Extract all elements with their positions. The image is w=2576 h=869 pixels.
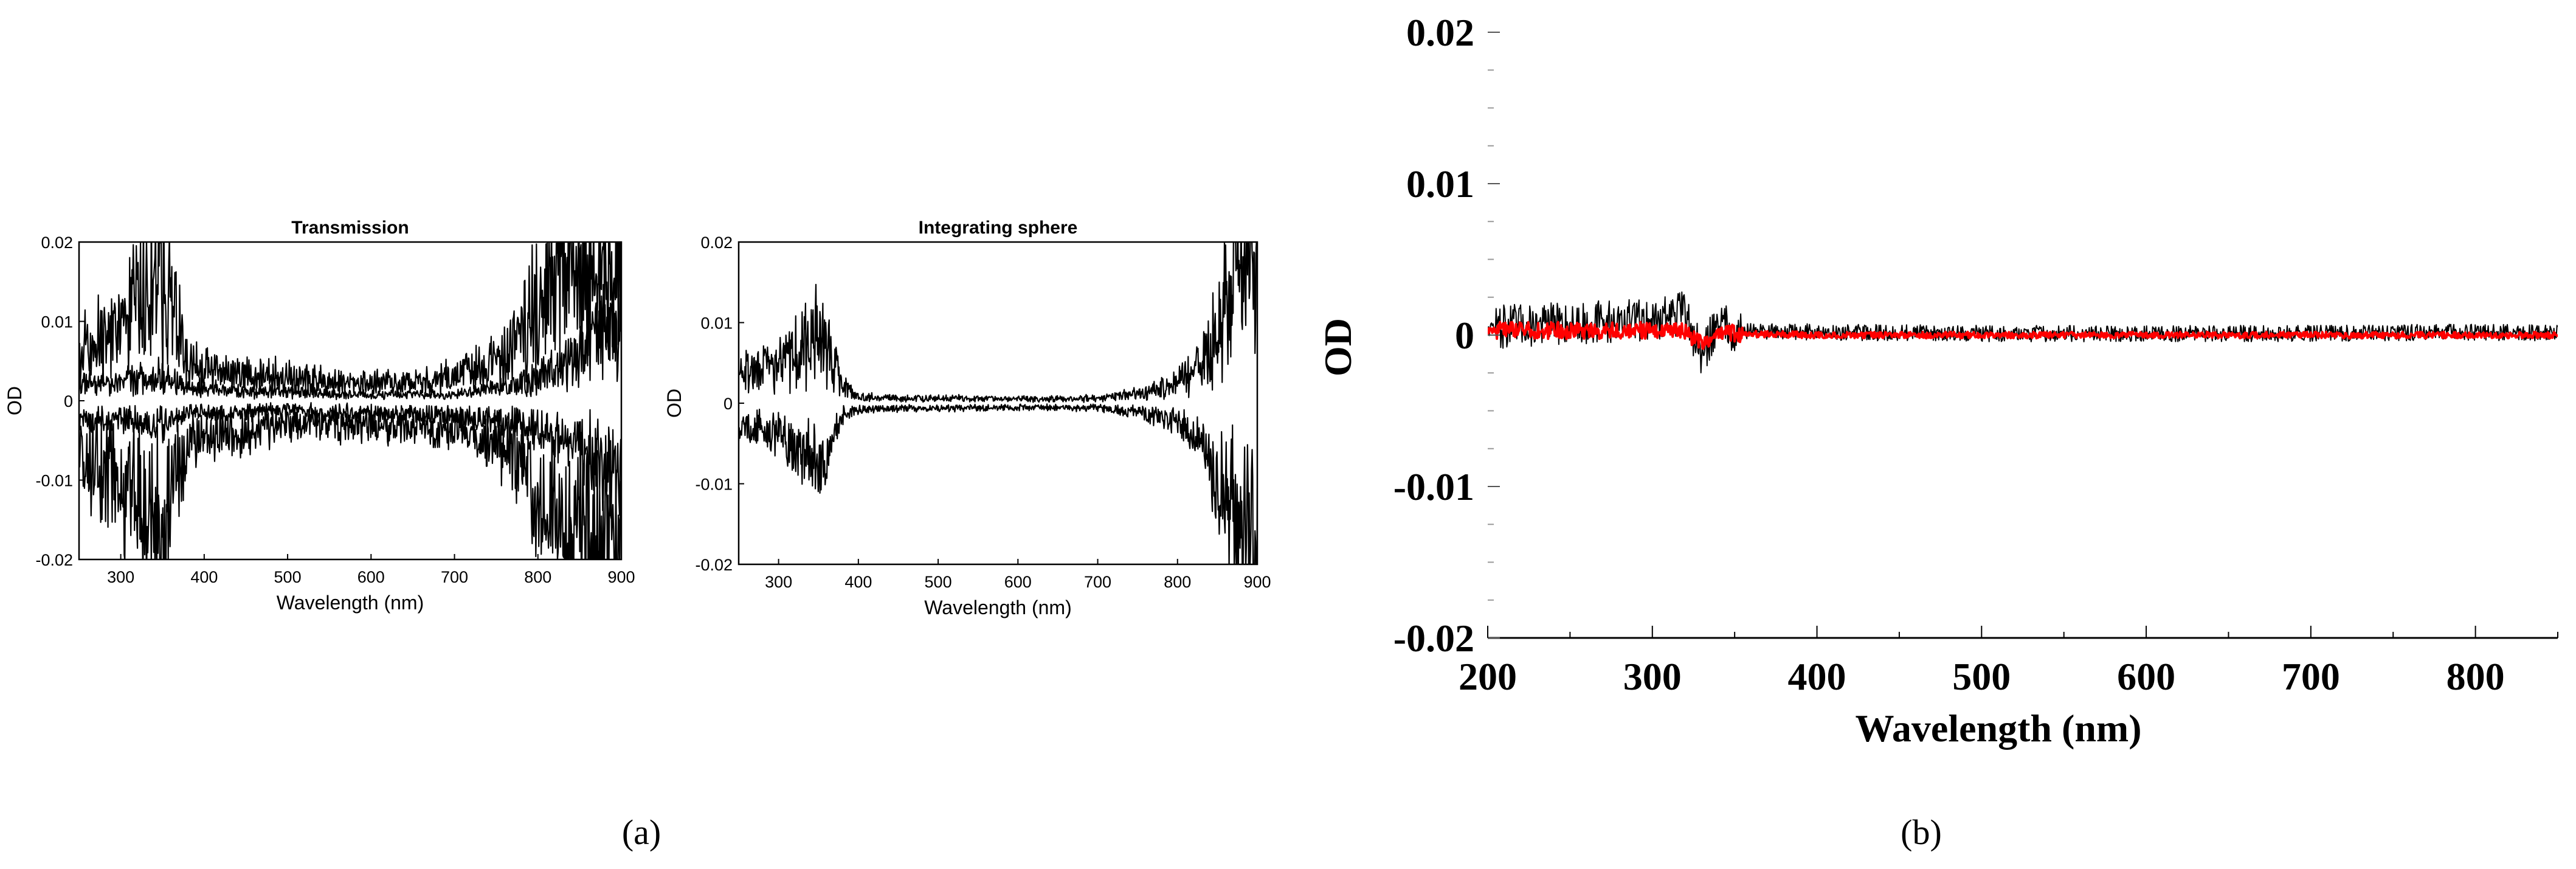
series-line-1	[739, 242, 1257, 403]
x-tick-label: 400	[844, 573, 872, 591]
panel-a2-integrating-sphere: Integrating sphere 300 400 500 600 700 800 900 0…	[663, 218, 1271, 618]
plot-area	[1488, 291, 2558, 373]
y-axis-label: OD	[4, 386, 26, 415]
x-tick-label: 300	[107, 568, 134, 586]
y-axis-label: OD	[1316, 318, 1359, 376]
y-tick-label: 0.02	[41, 234, 73, 252]
series-line-4	[79, 405, 621, 559]
x-tick-label: 300	[765, 573, 792, 591]
x-tick-label: 700	[441, 568, 468, 586]
y-tick-label: -0.01	[35, 472, 73, 490]
x-tick-label: 600	[2117, 655, 2175, 698]
y-axis-label: OD	[663, 389, 685, 418]
y-tick-label: 0.01	[700, 314, 733, 333]
y-tick-label: 0	[723, 395, 733, 413]
y-tick-label: -0.02	[1393, 617, 1474, 660]
x-tick-label: 800	[1164, 573, 1191, 591]
x-tick-label: 500	[274, 568, 302, 586]
x-tick-label: 400	[190, 568, 218, 586]
x-axis-label: Wavelength (nm)	[277, 592, 424, 614]
series-line-2	[739, 403, 1257, 564]
y-tick-label: -0.02	[35, 551, 73, 569]
y-tick-label: -0.02	[695, 556, 733, 574]
x-tick-label: 800	[2447, 655, 2505, 698]
y-tick-label: -0.01	[695, 476, 733, 494]
x-tick-label: 500	[1952, 655, 2011, 698]
y-tick-label: 0.02	[1406, 11, 1474, 54]
x-tick-label: 400	[1788, 655, 1846, 698]
caption-a: (a)	[622, 812, 661, 852]
y-tick-label: 0.01	[1406, 162, 1474, 206]
series-line-2	[1488, 320, 2558, 350]
y-tick-label: 0.02	[700, 234, 733, 252]
series-line-1	[79, 242, 621, 398]
y-tick-label: 0	[1455, 314, 1474, 357]
plot-area	[739, 242, 1257, 564]
y-tick-label: 0.01	[41, 313, 73, 331]
x-tick-label: 900	[1243, 573, 1271, 591]
x-tick-label: 900	[607, 568, 635, 586]
x-tick-label: 800	[524, 568, 551, 586]
x-tick-label: 700	[1084, 573, 1111, 591]
series-line-2	[79, 283, 621, 401]
x-axis-label: Wavelength (nm)	[924, 597, 1071, 618]
x-axis-label: Wavelength (nm)	[1855, 707, 2141, 750]
y-tick-label: -0.01	[1393, 465, 1474, 508]
chart-title: Transmission	[291, 218, 409, 238]
plot-area	[79, 242, 621, 559]
x-tick-label: 700	[2282, 655, 2340, 698]
x-tick-label: 200	[1459, 655, 1517, 698]
chart-title: Integrating sphere	[919, 218, 1078, 238]
series-line-3	[79, 402, 621, 519]
x-tick-label: 500	[925, 573, 952, 591]
y-tick-label: 0	[64, 392, 73, 410]
x-tick-label: 300	[1623, 655, 1682, 698]
x-tick-label: 600	[1004, 573, 1032, 591]
panel-a1-transmission: Transmission 300 400 500 600 700 800 900 0.02 0.0…	[4, 218, 635, 614]
caption-b: (b)	[1901, 812, 1942, 852]
x-tick-label: 600	[357, 568, 385, 586]
